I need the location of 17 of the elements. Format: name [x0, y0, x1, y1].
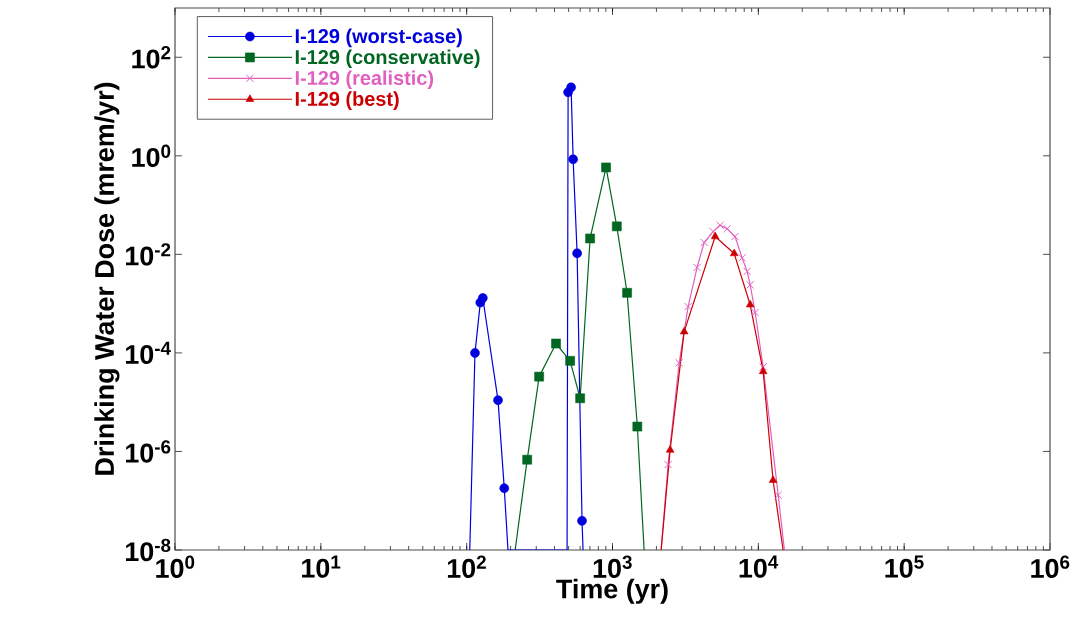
x-tick-label: 10$^{5}$	[885, 555, 924, 578]
legend-label: I-129 (conservative)	[295, 49, 480, 69]
y-tick-label: 10$^{0}$	[132, 144, 171, 168]
x-axis-title: Time (yr)	[556, 578, 668, 604]
x-tick-label: 10$^{3}$	[593, 555, 632, 578]
x-tick-label: 10$^{2}$	[447, 555, 486, 578]
y-tick-label: 10$^{2}$	[132, 46, 171, 69]
x-tick-label: 10$^{4}$	[739, 555, 779, 578]
y-tick-label: 10$^{-2}$	[126, 243, 171, 266]
y-tick-label: 10$^{-6}$	[126, 440, 171, 463]
y-tick-label: 10$^{-4}$	[126, 341, 171, 365]
x-tick-label: 10$^{6}$	[1031, 555, 1070, 578]
x-tick-label: 10$^{1}$	[302, 555, 341, 578]
y-axis-title: Drinking Water Dose (mrem/yr)	[94, 82, 120, 475]
legend-label: I-129 (worst-case)	[295, 28, 462, 48]
legend-label: I-129 (best)	[295, 91, 399, 110]
legend-label: I-129 (realistic)	[295, 70, 434, 89]
